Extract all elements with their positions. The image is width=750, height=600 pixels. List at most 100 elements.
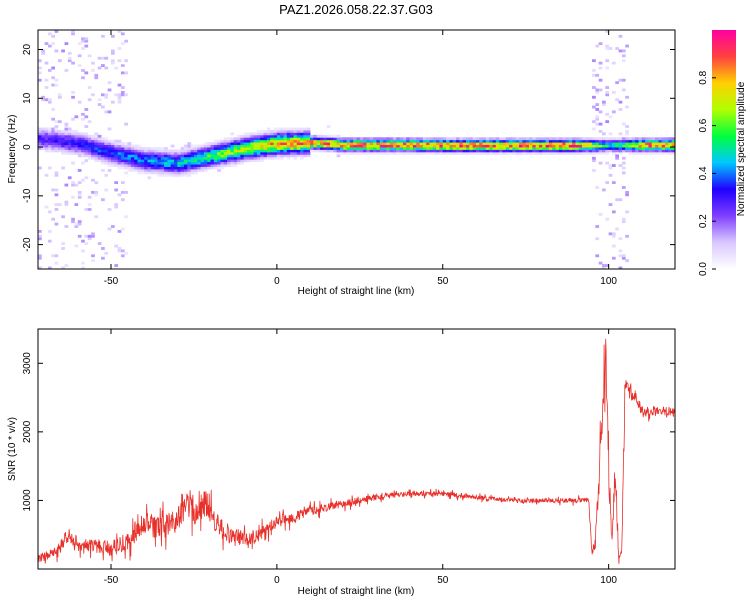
spectrogram-cell (300, 134, 304, 138)
spectrogram-cell (625, 193, 629, 197)
spectrogram-cell (250, 142, 255, 146)
spectrogram-cell (419, 139, 424, 143)
spectrogram-cell (107, 156, 112, 160)
spectrogram-cell (286, 149, 291, 153)
spectrogram-cell (658, 142, 663, 146)
spectrogram-cell (509, 151, 513, 155)
spectrogram-cell (602, 137, 606, 141)
spectrogram-cell (303, 149, 308, 153)
spectrogram-cell (41, 142, 46, 146)
spectrogram-cell (396, 149, 401, 153)
spectrogram-cell (592, 73, 596, 77)
spectrogram-cell (300, 142, 304, 146)
spectrogram-cell (406, 137, 410, 141)
spectrogram-cell (406, 149, 410, 153)
spectrogram-cell (250, 151, 255, 155)
spectrogram-cell (356, 144, 361, 148)
spectrogram-cell (290, 129, 294, 133)
spectrogram-cell (114, 66, 119, 70)
spectrogram-cell (190, 171, 195, 175)
spectrogram-cell (193, 161, 198, 165)
spectrogram-cell (263, 147, 268, 150)
spectrogram-cell (631, 147, 636, 150)
spectrogram-cell (456, 151, 460, 155)
spectrogram-cell (81, 112, 85, 116)
spectrogram-cell (671, 144, 676, 148)
spectrogram-cell (641, 144, 646, 148)
spectrogram-cell (140, 156, 145, 160)
spectrogram-cell (44, 205, 49, 209)
spectrogram-cell (150, 169, 155, 172)
spectrogram-cell (333, 147, 337, 150)
spectrogram-cell (369, 142, 374, 146)
spectrogram-cell (409, 151, 414, 155)
spectrogram-cell (266, 139, 271, 143)
spectrogram-cell (555, 139, 560, 143)
spectrogram-cell (44, 132, 49, 136)
spectrogram-cell (260, 156, 265, 160)
spectrogram-cell (475, 139, 480, 143)
spectrogram-cell (343, 139, 347, 143)
spectrogram-cell (94, 190, 99, 194)
spectrogram-cell (489, 137, 493, 141)
spectrogram-cell (568, 147, 573, 150)
spectrogram-cell (94, 76, 99, 80)
spectrogram-cell (588, 144, 593, 148)
spectrogram-cell (104, 154, 109, 158)
spectrogram-cell (442, 139, 447, 143)
spectrogram-cell (54, 127, 59, 131)
spectrogram-cell (140, 171, 145, 175)
spectrogram-cell (137, 164, 142, 167)
spectrogram-cell (110, 61, 115, 65)
spectrogram-cell (286, 147, 291, 150)
spectrogram-cell (618, 147, 623, 150)
spectrogram-cell (210, 149, 215, 153)
spectrogram-cell (150, 159, 155, 163)
spectrogram-cell (150, 164, 155, 167)
spectrogram-cell (625, 144, 629, 148)
spectrogram-cell (376, 142, 381, 146)
spectrogram-cell (641, 149, 646, 153)
spectrogram-cell (552, 149, 556, 153)
spectrogram-cell (406, 142, 410, 146)
spectrogram-cell (618, 198, 623, 202)
spectrogram-cell (67, 51, 72, 55)
spectrogram-cell (542, 151, 547, 155)
spectrogram-cell (97, 98, 102, 102)
spectrogram-cell (449, 144, 454, 148)
spectrogram-cell (54, 83, 59, 87)
spectrogram-cell (207, 144, 211, 148)
spectrogram-cell (452, 149, 457, 153)
spectrogram-cell (389, 147, 394, 150)
spectrogram-cell (389, 151, 394, 155)
spectrogram-cell (273, 134, 278, 138)
spectrogram-cell (124, 164, 128, 167)
spectrogram-cell (442, 142, 447, 146)
spectrogram-cell (602, 188, 606, 192)
spectrogram-cell (542, 149, 547, 153)
spectrogram-cell (247, 147, 251, 150)
spectrogram-cell (399, 149, 404, 153)
spectrogram-cell (84, 39, 89, 43)
spectrogram-cell (505, 142, 510, 146)
colorbar-tick-label: 0.6 (698, 118, 709, 132)
colorbar-tick-label: 0.4 (698, 166, 709, 180)
spectrogram-cell (94, 181, 99, 185)
spectrogram-cell (51, 132, 55, 136)
spectrogram-cell (356, 137, 361, 141)
spectrogram-cell (203, 147, 208, 150)
spectrogram-cell (602, 100, 606, 104)
spectrogram-cell (459, 147, 464, 150)
spectrogram-cell (61, 247, 65, 250)
spectrogram-cell (276, 144, 281, 148)
spectrogram-cell (605, 139, 610, 143)
spectrogram-cell (608, 142, 613, 146)
colorbar: 0.00.20.40.60.8 Normalized spectral ampl… (698, 30, 747, 276)
spectrogram-cell (110, 142, 115, 146)
spectrogram-cell (250, 134, 255, 138)
spectrogram-cell (47, 142, 52, 146)
spectrogram-cell (197, 169, 201, 172)
spectrogram-cell (51, 149, 55, 153)
spectrogram-cell (114, 151, 119, 155)
spectrogram-cell (585, 139, 590, 143)
